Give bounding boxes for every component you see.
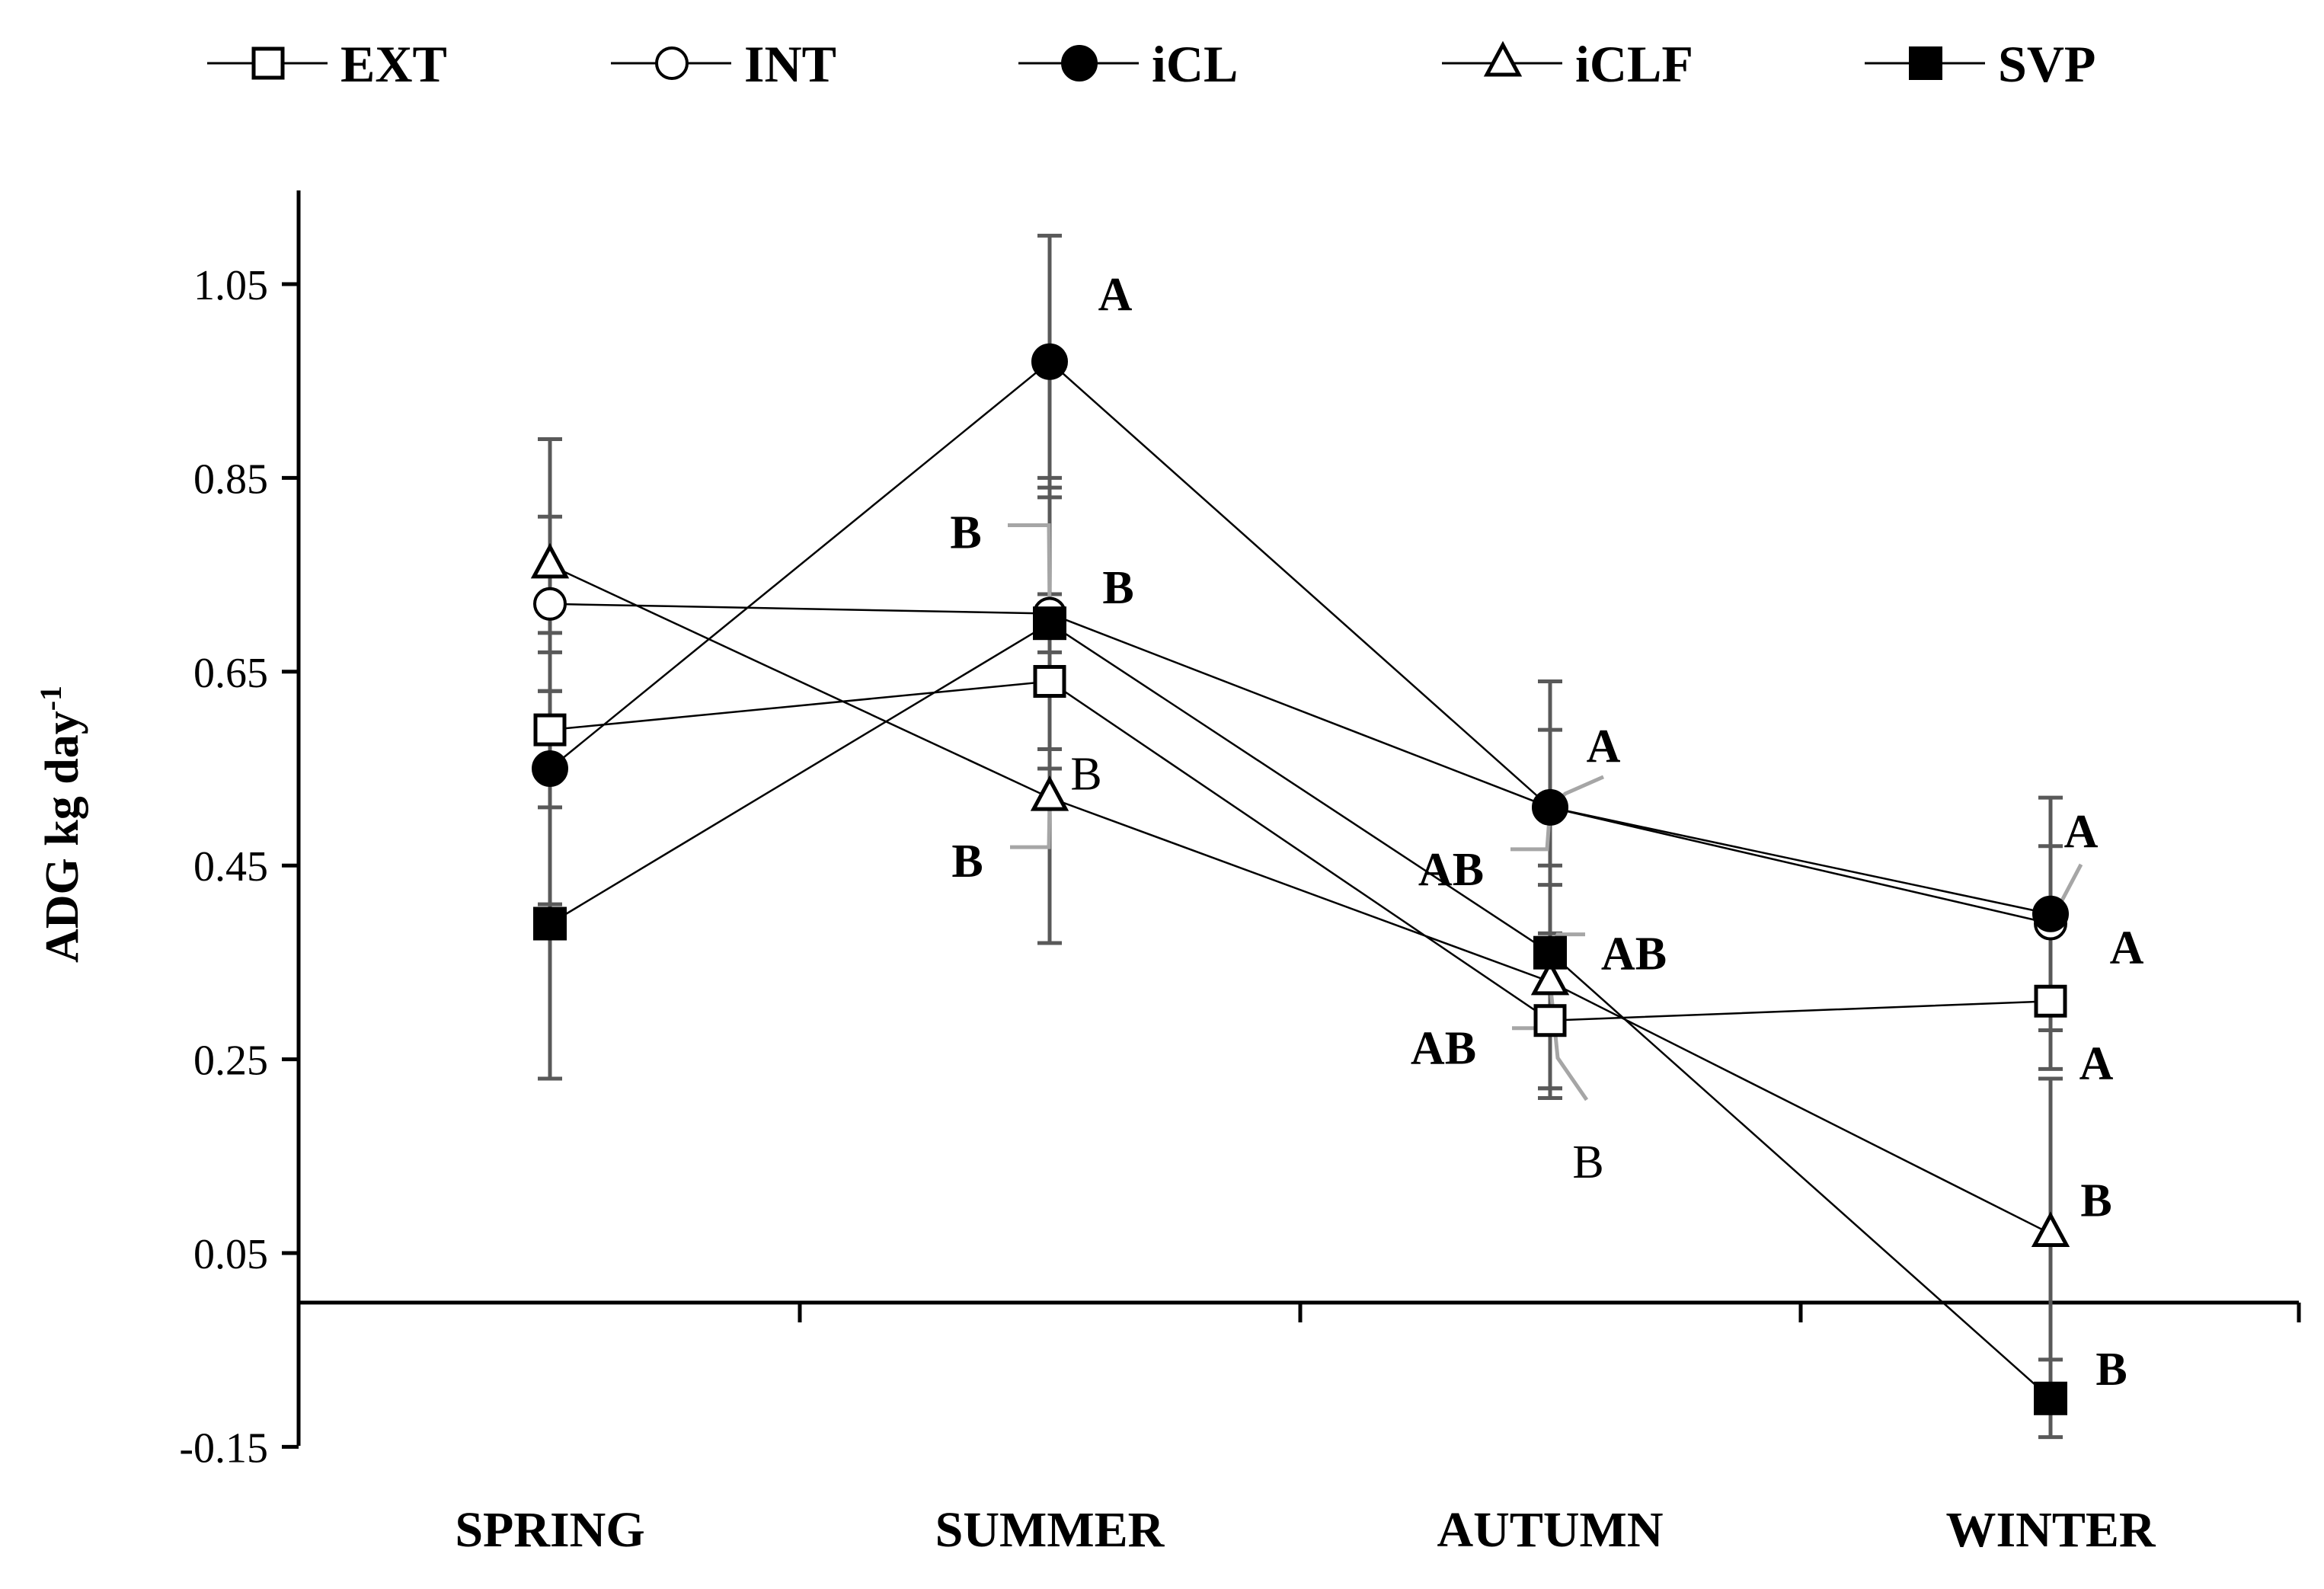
significance-label-winter-icl: A [2064, 806, 2099, 858]
y-tick-label: 0.25 [193, 1037, 268, 1085]
y-axis-title-superscript: -1 [34, 686, 68, 711]
x-category-label: SUMMER [935, 1502, 1165, 1558]
x-category-label: AUTUMN [1437, 1502, 1664, 1558]
series-line-int [549, 603, 2051, 925]
legend: EXT INT iCL iCLF SVP [207, 35, 2095, 93]
data-point-icl [1532, 788, 1568, 826]
y-axis-title: ADG kg day-1 [34, 686, 88, 963]
series-line-iclf [549, 564, 2051, 1235]
significance-label-winter-svp: B [2095, 1344, 2127, 1396]
data-point-svp [1033, 606, 1066, 641]
significance-label-autumn-int: AB [1418, 844, 1484, 896]
y-tick-label: 0.45 [193, 843, 268, 890]
significance-label-winter-iclf: B [2080, 1175, 2111, 1227]
data-point-iclf [530, 542, 570, 579]
significance-label-summer-icl: A [1098, 269, 1133, 321]
legend-marker-int [655, 46, 689, 80]
legend-label-int: INT [744, 35, 836, 93]
data-point-ext [1533, 1004, 1567, 1037]
data-point-iclf [2031, 1211, 2070, 1248]
significance-label-autumn-iclf: B [1572, 1137, 1603, 1188]
y-axis-title-text: ADG kg day [37, 711, 88, 963]
y-tick-label: 0.85 [193, 456, 268, 503]
y-tick-label: 1.05 [193, 262, 268, 309]
legend-marker-ext [251, 46, 285, 80]
significance-label-autumn-icl: A [1587, 721, 1621, 772]
data-point-svp [533, 906, 567, 941]
y-tick-label: -0.15 [179, 1424, 268, 1472]
legend-label-svp: SVP [1998, 35, 2095, 93]
series-line-ext [549, 680, 2051, 1021]
annotation-leader-iclf [1010, 798, 1052, 849]
significance-label-summer-int: B [950, 507, 981, 558]
data-point-icl [1031, 343, 1068, 380]
series-line-svp [549, 622, 2051, 1399]
y-tick-label: 0.05 [193, 1231, 268, 1278]
data-point-ext [1033, 665, 1066, 699]
y-tick-label: 0.65 [193, 650, 268, 697]
x-category-label: SPRING [455, 1502, 644, 1558]
legend-label-ext: EXT [340, 35, 447, 93]
data-point-svp [1533, 935, 1567, 970]
significance-label-winter-int: A [2110, 922, 2144, 974]
significance-label-autumn-svp: AB [1601, 929, 1667, 980]
legend-label-icl: iCL [1152, 35, 1238, 93]
legend-label-iclf: iCLF [1575, 35, 1693, 93]
x-category-label: WINTER [1945, 1502, 2156, 1558]
annotation-leader-int [1008, 523, 1052, 614]
series-lines [549, 360, 2051, 1399]
data-point-iclf [1030, 775, 1069, 811]
significance-label-autumn-ext: AB [1411, 1023, 1476, 1075]
legend-marker-iclf [1483, 40, 1523, 77]
legend-marker-icl [1061, 45, 1098, 82]
data-point-ext [2034, 984, 2067, 1018]
axes: -0.15 0.05 0.25 0.45 0.65 0.85 1.05 SPRING SUMME… [34, 190, 2301, 1558]
legend-marker-svp [1909, 46, 1942, 80]
series-line-icl [549, 360, 2051, 916]
data-point-ext [533, 713, 567, 747]
significance-label-winter-ext: A [2079, 1037, 2114, 1089]
significance-label-summer-iclf: B [951, 836, 983, 887]
significance-label-summer-svp: B [1102, 562, 1133, 614]
data-point-iclf [1530, 959, 1570, 996]
data-point-int [533, 587, 567, 621]
significance-label-summer-ext: B [1070, 749, 1101, 801]
series-markers [530, 343, 2070, 1415]
data-point-icl [532, 750, 568, 787]
data-point-svp [2034, 1381, 2067, 1415]
data-point-icl [2032, 895, 2069, 932]
